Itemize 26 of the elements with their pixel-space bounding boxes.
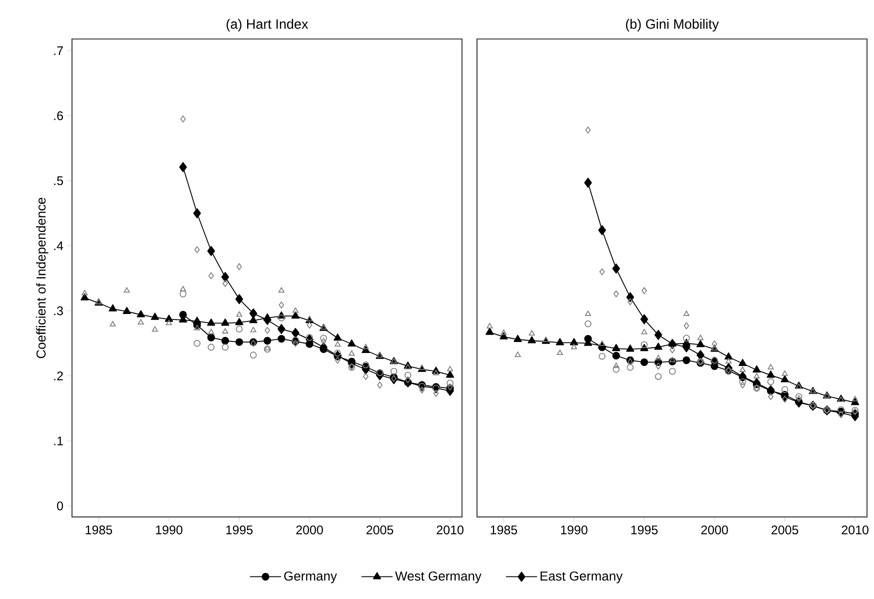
y-tick-label: .2 — [54, 371, 63, 380]
y-tick-label: .3 — [54, 306, 63, 316]
y-tick-label: 0 — [57, 502, 64, 510]
x-tick-label: 2000 — [701, 526, 728, 534]
x-tick-label: 1995 — [226, 526, 253, 534]
x-tick-label: 2005 — [366, 526, 394, 534]
x-tick-label: 1990 — [156, 526, 182, 534]
x-tick-label: 2010 — [842, 526, 868, 534]
y-axis-title: Coefficient of Independence — [36, 198, 48, 358]
legend-label: West Germany — [395, 571, 482, 584]
x-tick-label: 1995 — [631, 526, 658, 534]
y-tick-label: .7 — [54, 46, 63, 55]
legend-label: Germany — [284, 571, 337, 584]
chart-title: (b) Gini Mobility — [626, 18, 719, 32]
x-tick-label: 1985 — [490, 526, 518, 534]
y-tick-label: .6 — [54, 111, 63, 120]
x-tick-label: 2000 — [296, 526, 323, 534]
x-tick-label: 2005 — [772, 526, 798, 534]
x-tick-label: 1990 — [561, 526, 588, 534]
y-tick-label: .5 — [54, 176, 63, 186]
y-tick-label: .1 — [54, 436, 63, 446]
chart-title: (a) Hart Index — [226, 18, 308, 32]
x-tick-label: 2010 — [436, 526, 464, 534]
legend-label: East Germany — [540, 571, 623, 584]
y-tick-label: .4 — [54, 242, 64, 250]
x-tick-label: 1985 — [86, 526, 112, 534]
